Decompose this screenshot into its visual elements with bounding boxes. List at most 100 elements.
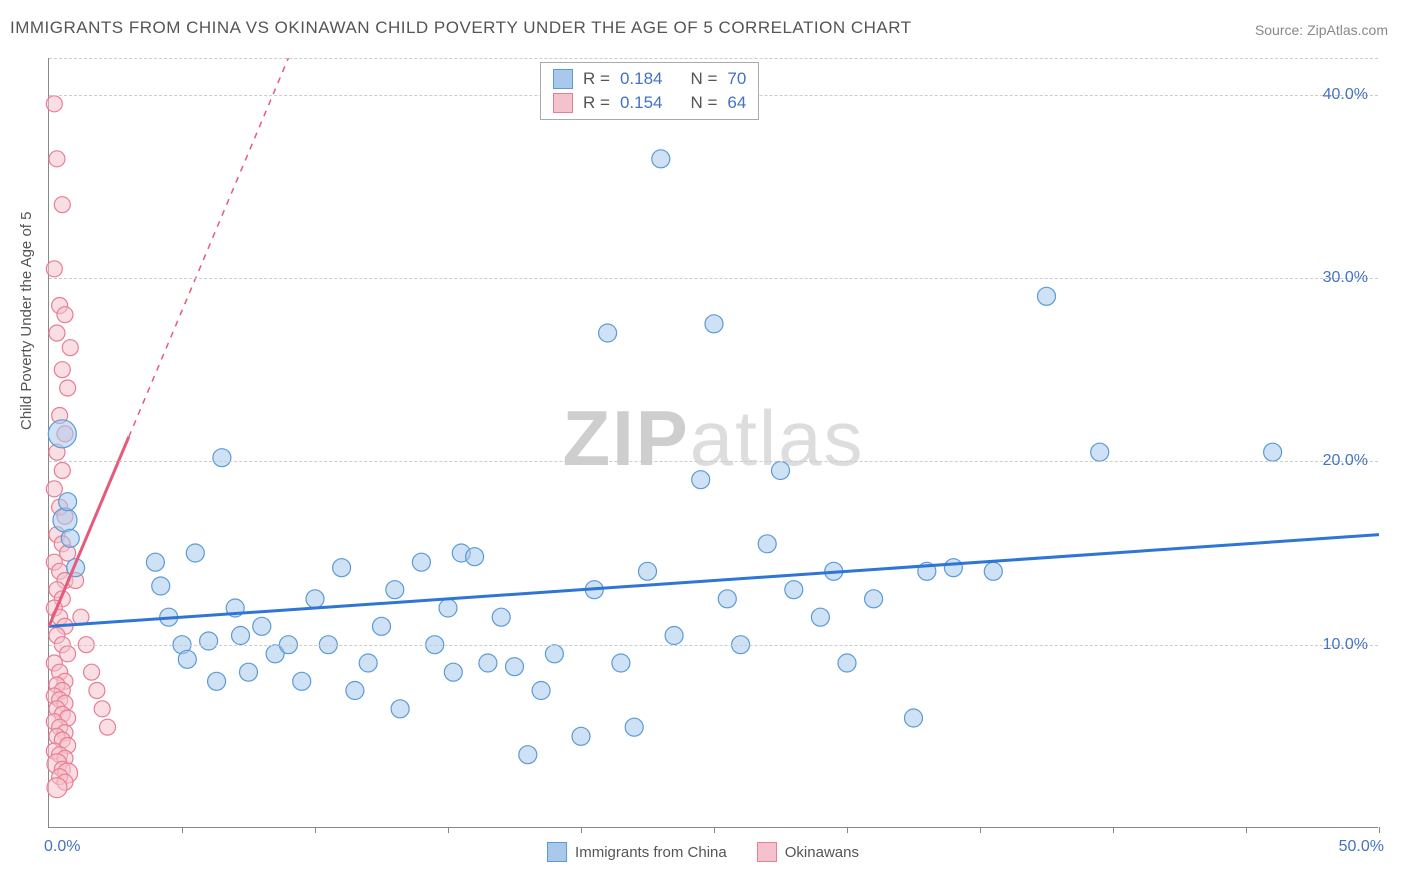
data-point [240,663,258,681]
data-point [54,362,70,378]
x-tick [1379,827,1380,833]
data-point [386,581,404,599]
y-tick-label: 40.0% [1323,86,1368,104]
y-tick-label: 20.0% [1323,452,1368,470]
trend-line-a [49,535,1379,627]
data-point [61,529,79,547]
legend-swatch-b-icon [757,842,777,862]
source-label: Source: ZipAtlas.com [1255,22,1388,38]
x-max-label: 50.0% [1339,838,1384,856]
stats-row-a: R = 0.184 N = 70 [553,67,746,91]
data-point [84,664,100,680]
plot-svg [49,58,1378,827]
data-point [208,672,226,690]
x-tick [980,827,981,833]
data-point [213,449,231,467]
data-point [373,617,391,635]
data-point [186,544,204,562]
chart-title: IMMIGRANTS FROM CHINA VS OKINAWAN CHILD … [10,18,912,38]
data-point [48,420,76,448]
data-point [293,672,311,690]
data-point [346,682,364,700]
gridline [49,278,1378,279]
data-point [905,709,923,727]
data-point [46,261,62,277]
data-point [57,307,73,323]
data-point [718,590,736,608]
data-point [612,654,630,672]
data-point [758,535,776,553]
data-point [772,462,790,480]
legend-swatch-a-icon [547,842,567,862]
data-point [532,682,550,700]
data-point [1038,287,1056,305]
data-point [599,324,617,342]
data-point [665,627,683,645]
data-point [47,778,67,798]
data-point [572,727,590,745]
x-tick [315,827,316,833]
data-point [519,746,537,764]
data-point [306,590,324,608]
y-tick-label: 10.0% [1323,636,1368,654]
x-tick [448,827,449,833]
data-point [811,608,829,626]
gridline [49,645,1378,646]
y-tick-label: 30.0% [1323,269,1368,287]
data-point [692,471,710,489]
data-point [49,325,65,341]
legend-bottom: Immigrants from China Okinawans [547,842,859,862]
trend-line-b-dashed [129,58,289,437]
data-point [625,718,643,736]
data-point [59,493,77,511]
data-point [479,654,497,672]
data-point [391,700,409,718]
plot-area: ZIPatlas 10.0%20.0%30.0%40.0% [48,58,1378,828]
data-point [232,627,250,645]
data-point [944,559,962,577]
data-point [333,559,351,577]
legend-item-a: Immigrants from China [547,842,727,862]
data-point [200,632,218,650]
data-point [838,654,856,672]
data-point [545,645,563,663]
data-point [466,548,484,566]
data-point [146,553,164,571]
data-point [1091,443,1109,461]
data-point [412,553,430,571]
data-point [46,96,62,112]
data-point [439,599,457,617]
data-point [54,463,70,479]
stats-row-b: R = 0.154 N = 64 [553,91,746,115]
x-tick [847,827,848,833]
data-point [62,340,78,356]
x-tick [581,827,582,833]
x-tick [1113,827,1114,833]
data-point [652,150,670,168]
data-point [178,650,196,668]
data-point [639,562,657,580]
data-point [984,562,1002,580]
gridline [49,461,1378,462]
legend-item-b: Okinawans [757,842,859,862]
data-point [705,315,723,333]
data-point [492,608,510,626]
x-tick [1246,827,1247,833]
stats-legend: R = 0.184 N = 70 R = 0.154 N = 64 [540,62,759,120]
swatch-a-icon [553,69,573,89]
data-point [49,151,65,167]
data-point [359,654,377,672]
legend-label-b: Okinawans [785,844,859,861]
data-point [865,590,883,608]
data-point [152,577,170,595]
swatch-b-icon [553,93,573,113]
data-point [253,617,271,635]
data-point [60,380,76,396]
data-point [100,719,116,735]
data-point [54,197,70,213]
data-point [506,658,524,676]
data-point [46,481,62,497]
x-min-label: 0.0% [44,838,80,856]
data-point [785,581,803,599]
x-tick [182,827,183,833]
